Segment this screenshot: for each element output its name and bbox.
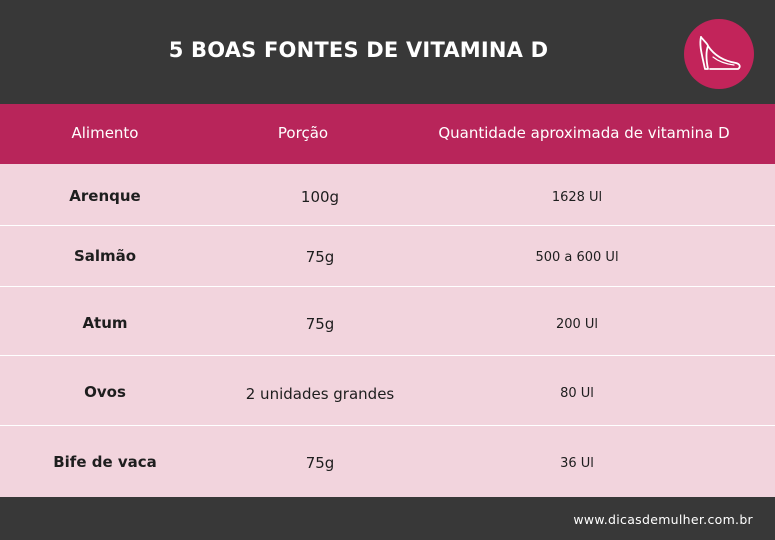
food-cell: Arenque — [69, 187, 141, 205]
quantity-cell: 1628 Ul — [551, 190, 603, 205]
table-row: Ovos 2 unidades grandes 80 Ul — [0, 356, 775, 426]
portion-cell: 100g — [300, 188, 340, 206]
quantity-cell: 36 Ul — [560, 456, 594, 471]
footer-url: www.dicasdemulher.com.br — [573, 512, 753, 527]
brand-logo — [684, 19, 754, 89]
quantity-cell: 500 a 600 Ul — [535, 250, 619, 265]
food-cell: Salmão — [73, 247, 137, 265]
quantity-cell: 80 Ul — [560, 386, 594, 401]
portion-cell: 75g — [305, 315, 335, 333]
page-title: 5 BOAS FONTES DE VITAMINA D — [168, 38, 549, 62]
table-row: Bife de vaca 75g 36 Ul — [0, 426, 775, 497]
header-quantity: Quantidade aproximada de vitamina D — [438, 124, 730, 142]
title-bar: 5 BOAS FONTES DE VITAMINA D — [0, 0, 775, 104]
food-cell: Atum — [82, 314, 128, 332]
portion-cell: 75g — [305, 248, 335, 266]
header-food: Alimento — [71, 124, 139, 142]
high-heel-shoe-icon — [699, 36, 741, 70]
food-cell: Ovos — [84, 383, 126, 401]
header-portion: Porção — [277, 124, 329, 142]
table-body: Arenque 100g 1628 Ul Salmão 75g 500 a 60… — [0, 164, 775, 497]
table-row: Salmão 75g 500 a 600 Ul — [0, 226, 775, 287]
portion-cell: 2 unidades grandes — [245, 385, 395, 403]
footer: www.dicasdemulher.com.br — [0, 497, 775, 540]
table-row: Atum 75g 200 Ul — [0, 287, 775, 356]
table-header: Alimento Porção Quantidade aproximada de… — [0, 104, 775, 164]
table-row: Arenque 100g 1628 Ul — [0, 164, 775, 226]
portion-cell: 75g — [305, 454, 335, 472]
quantity-cell: 200 Ul — [555, 317, 599, 332]
food-cell: Bife de vaca — [53, 453, 157, 471]
